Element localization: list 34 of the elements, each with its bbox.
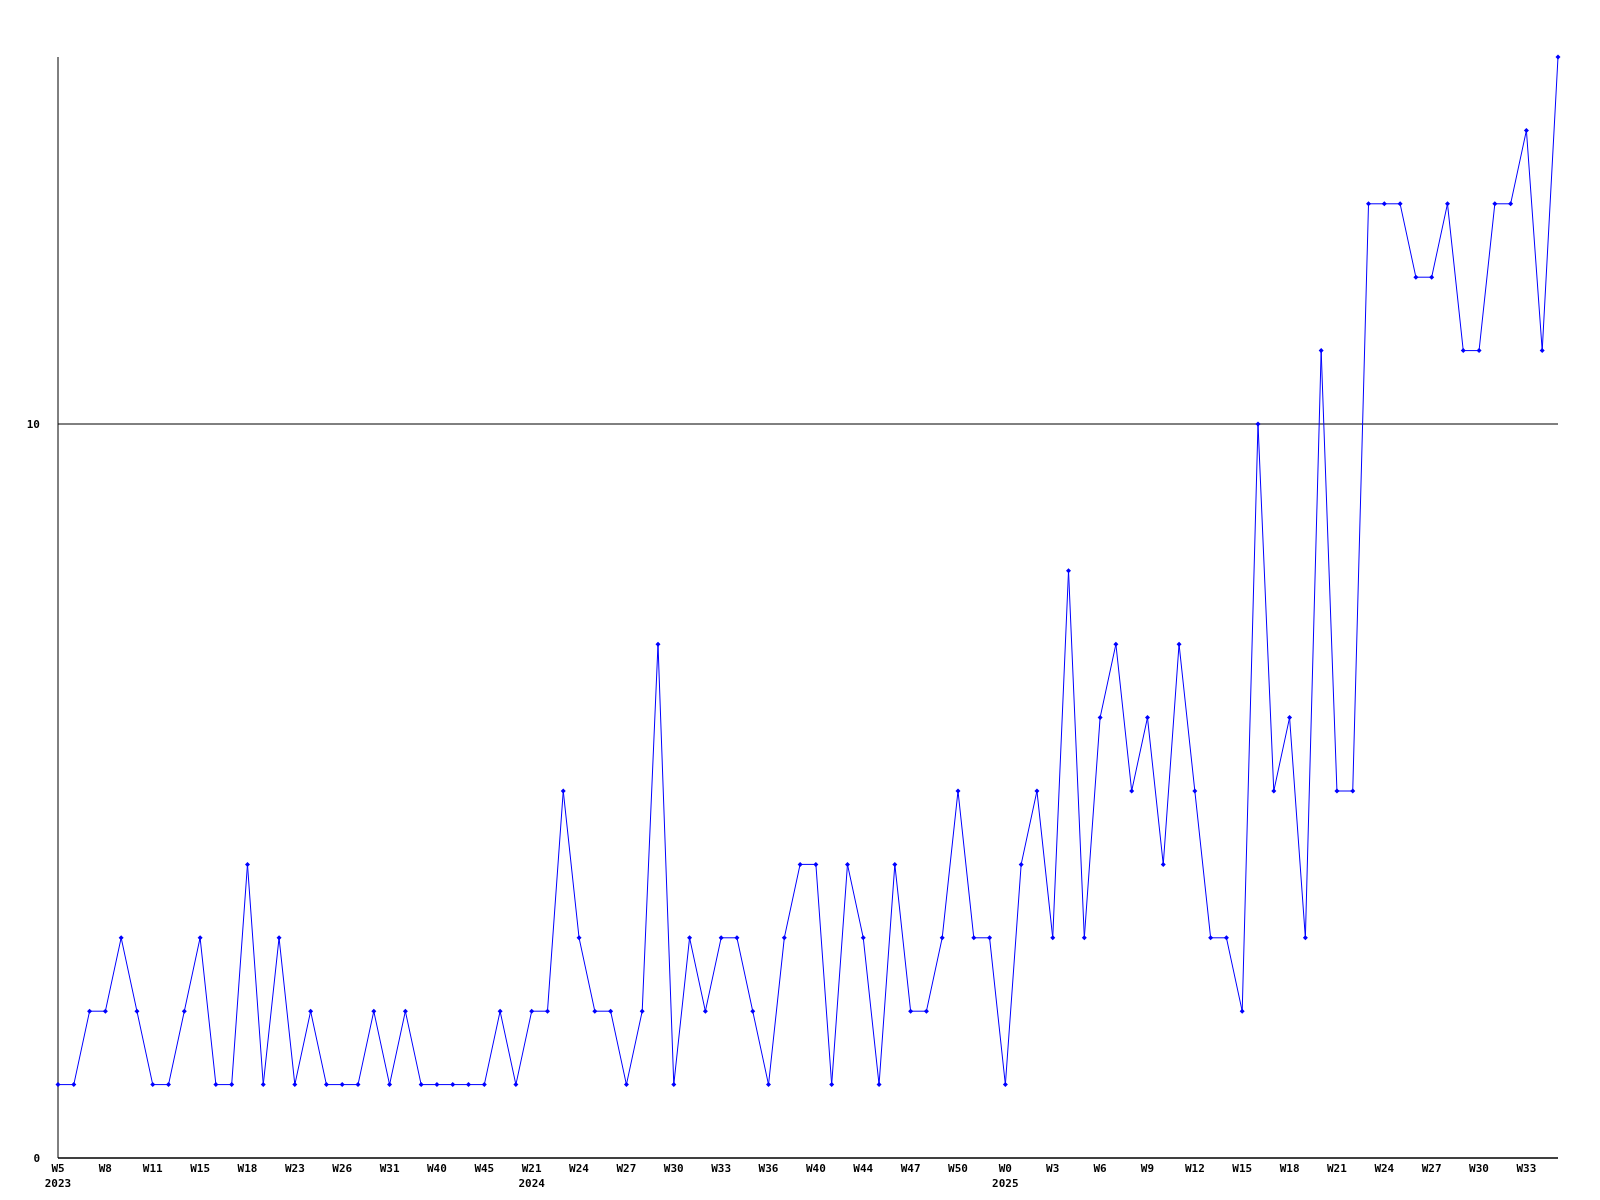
x-tick-label: W0 2025 [992,1162,1019,1190]
x-tick-label: W23 [284,1162,305,1175]
x-tick-label: W15 [190,1162,211,1175]
x-tick-label: W6 [1093,1162,1108,1175]
x-tick-label: W40 [427,1162,447,1175]
x-tick-label: W50 [948,1162,968,1175]
x-tick-label: W3 [1046,1162,1060,1175]
x-tick-label: W40 [805,1162,826,1175]
x-tick-label: W18 [1279,1162,1300,1175]
x-tick-label: W5 2023 [44,1162,72,1190]
x-tick-label: W33 [711,1162,732,1175]
x-tick-label: W11 [142,1162,164,1175]
x-tick-label: W18 [237,1162,258,1175]
x-tick-label: W30 [1469,1162,1489,1175]
x-tick-label: W15 [1232,1162,1253,1175]
x-tick-label: W30 [663,1162,684,1175]
y-tick-label: 0 [33,1151,40,1165]
x-tick-label: W8 [98,1162,112,1175]
x-tick-label: W24 [569,1162,590,1175]
x-tick-label: W24 [1374,1162,1395,1175]
x-tick-label: W21 [1327,1162,1348,1175]
x-tick-label: W44 [853,1162,874,1175]
x-tick-label: W45 [474,1162,495,1175]
x-tick-label: W47 [900,1162,921,1175]
x-tick-label: W33 [1516,1162,1537,1175]
x-tick-label: W27 [1421,1162,1442,1175]
x-tick-label: W21 2024 [518,1162,546,1190]
y-tick-label: 10 [26,417,40,431]
x-tick-label: W12 [1184,1162,1205,1175]
x-tick-label: W36 [758,1162,779,1175]
x-tick-label: W27 [616,1162,637,1175]
x-tick-label: W26 [332,1162,353,1175]
x-tick-label: W31 [379,1162,400,1175]
x-tick-label: W9 [1140,1162,1155,1175]
